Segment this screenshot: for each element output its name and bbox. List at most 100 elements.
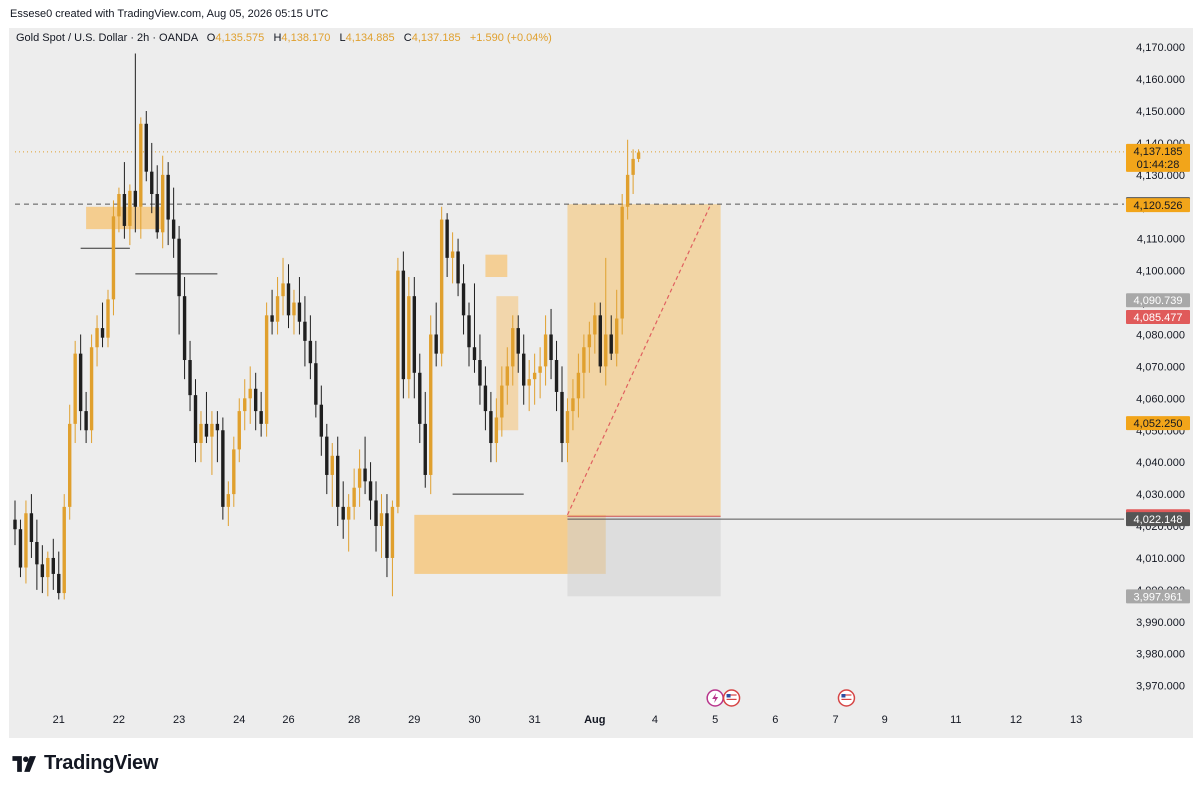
candle-body xyxy=(314,363,318,405)
candle-body xyxy=(461,283,466,316)
y-tick-label: 4,040.000 xyxy=(1136,457,1185,469)
x-tick-label: 6 xyxy=(772,714,778,726)
candle-body xyxy=(549,334,553,361)
countdown-label-text: 01:44:28 xyxy=(1137,159,1180,171)
candle-body xyxy=(368,481,373,501)
candle-body xyxy=(73,353,77,424)
candle-body xyxy=(144,123,148,172)
y-tick-label: 4,150.000 xyxy=(1136,106,1185,118)
candle-body xyxy=(133,190,138,207)
candle-body xyxy=(111,216,116,300)
candle-body xyxy=(292,302,296,316)
candle-body xyxy=(232,449,236,495)
candle-body xyxy=(576,372,581,399)
candle-body xyxy=(128,190,132,226)
candle-body xyxy=(35,541,39,565)
y-tick-label: 4,160.000 xyxy=(1136,74,1185,86)
close-value: 4,137.185 xyxy=(411,32,461,44)
candle-body xyxy=(286,283,291,316)
x-tick-label: 4 xyxy=(652,714,658,726)
candle-body xyxy=(336,455,340,507)
candle-body xyxy=(78,353,83,412)
y-tick-label: 4,060.000 xyxy=(1136,393,1185,405)
y-tick-label: 4,130.000 xyxy=(1136,170,1185,182)
x-tick-label: 26 xyxy=(282,714,294,726)
x-tick-label: 24 xyxy=(233,714,245,726)
tradingview-logo-icon xyxy=(12,755,36,772)
low-label: L xyxy=(339,32,346,44)
y-tick-label: 4,170.000 xyxy=(1136,42,1185,54)
candle-body xyxy=(396,270,400,507)
y-tick-label: 4,010.000 xyxy=(1136,553,1185,565)
candle-body xyxy=(615,318,619,354)
change-value: +1.590 (+0.04%) xyxy=(469,32,552,44)
candle-body xyxy=(106,299,110,338)
candle-body xyxy=(489,411,493,444)
candle-body xyxy=(325,436,329,475)
close-label: C xyxy=(403,32,412,44)
candle-body xyxy=(532,372,537,380)
candle-body xyxy=(483,385,488,412)
low-value: 4,134.885 xyxy=(345,32,395,44)
x-tick-label: 13 xyxy=(1070,714,1082,726)
y-tick-label: 4,080.000 xyxy=(1136,329,1185,341)
candle-body xyxy=(270,315,274,322)
candle-body xyxy=(150,171,154,195)
candle-body xyxy=(117,194,121,217)
candle-body xyxy=(363,468,367,482)
price-axis-label-text: 3,997.961 xyxy=(1134,591,1183,603)
candle-body xyxy=(188,360,192,396)
candle-body xyxy=(46,557,50,578)
high-value: 4,138.170 xyxy=(281,32,331,44)
candle-body xyxy=(308,340,313,364)
y-tick-label: 3,980.000 xyxy=(1136,649,1185,661)
candle-body xyxy=(500,385,504,418)
candle-body xyxy=(604,334,608,367)
x-tick-label: 9 xyxy=(882,714,888,726)
y-tick-label: 4,070.000 xyxy=(1136,361,1185,373)
candlestick-chart[interactable]: 3,970.0003,980.0003,990.0004,000.0004,01… xyxy=(9,28,1193,738)
candle-body xyxy=(598,315,602,367)
candle-body xyxy=(346,506,351,520)
tradingview-brand[interactable]: TradingView xyxy=(10,752,158,775)
candle-body xyxy=(341,506,345,520)
price-axis-label-text: 4,120.526 xyxy=(1134,200,1183,212)
symbol-name[interactable]: Gold Spot / U.S. Dollar · 2h · OANDA xyxy=(16,32,198,44)
candle-body xyxy=(582,347,586,373)
x-tick-label: 12 xyxy=(1010,714,1022,726)
candle-body xyxy=(122,194,127,226)
candle-body xyxy=(620,206,624,319)
y-tick-label: 4,030.000 xyxy=(1136,489,1185,501)
y-tick-label: 4,100.000 xyxy=(1136,266,1185,278)
candle-body xyxy=(281,283,285,297)
candle-body xyxy=(193,395,198,444)
candle-body xyxy=(494,417,499,444)
x-tick-label: 23 xyxy=(173,714,185,726)
y-tick-label: 3,990.000 xyxy=(1136,617,1185,629)
chart-pane[interactable]: 3,970.0003,980.0003,990.0004,000.0004,01… xyxy=(9,28,1193,738)
candle-body xyxy=(89,347,94,431)
candle-body xyxy=(40,564,45,578)
candle-body xyxy=(587,334,592,348)
candle-body xyxy=(68,423,72,507)
us-flag-icon xyxy=(722,689,741,707)
candle-body xyxy=(171,219,176,239)
y-tick-label: 3,970.000 xyxy=(1136,681,1185,693)
candle-body xyxy=(264,315,269,424)
candle-body xyxy=(456,251,460,284)
candle-body xyxy=(538,366,542,373)
y-tick-label: 4,110.000 xyxy=(1137,234,1185,246)
candle-body xyxy=(275,296,280,322)
flag-canton xyxy=(726,694,731,698)
x-tick-label: 11 xyxy=(950,714,961,726)
candle-body xyxy=(565,411,570,444)
high-label: H xyxy=(273,32,282,44)
candle-body xyxy=(429,334,433,475)
candle-body xyxy=(330,455,334,475)
candle-body xyxy=(609,334,613,354)
candle-body xyxy=(390,506,395,558)
open-value: 4,135.575 xyxy=(215,32,265,44)
candle-body xyxy=(95,328,99,348)
trend-line xyxy=(566,206,711,516)
candle-body xyxy=(374,500,378,527)
